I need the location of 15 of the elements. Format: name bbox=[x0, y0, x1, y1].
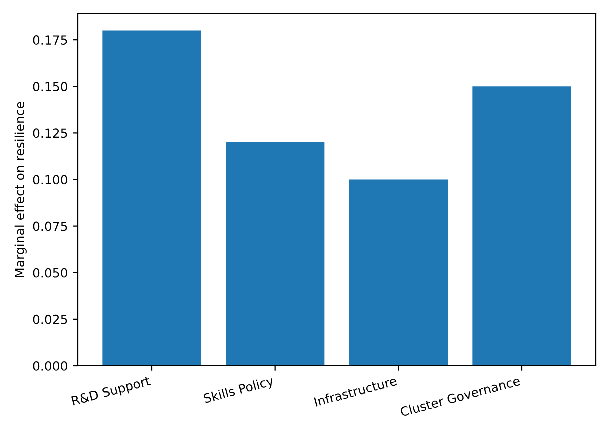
y-tick-label: 0.125 bbox=[33, 128, 68, 138]
y-tick-label: 0.175 bbox=[33, 36, 68, 45]
bar bbox=[472, 86, 572, 366]
bar bbox=[226, 142, 325, 366]
y-tick-label: 0.000 bbox=[33, 361, 68, 371]
bar bbox=[102, 30, 202, 366]
x-tick-label: R&D Support bbox=[71, 376, 152, 408]
bar bbox=[349, 180, 448, 366]
y-tick-label: 0.150 bbox=[33, 82, 68, 92]
x-tick-label: Skills Policy bbox=[203, 376, 275, 406]
y-tick-label: 0.100 bbox=[33, 175, 68, 185]
y-tick-label: 0.025 bbox=[33, 314, 68, 324]
y-axis-title: Marginal effect on resilience bbox=[14, 102, 27, 278]
y-tick-label: 0.075 bbox=[33, 222, 68, 232]
y-tick-label: 0.050 bbox=[33, 268, 68, 278]
